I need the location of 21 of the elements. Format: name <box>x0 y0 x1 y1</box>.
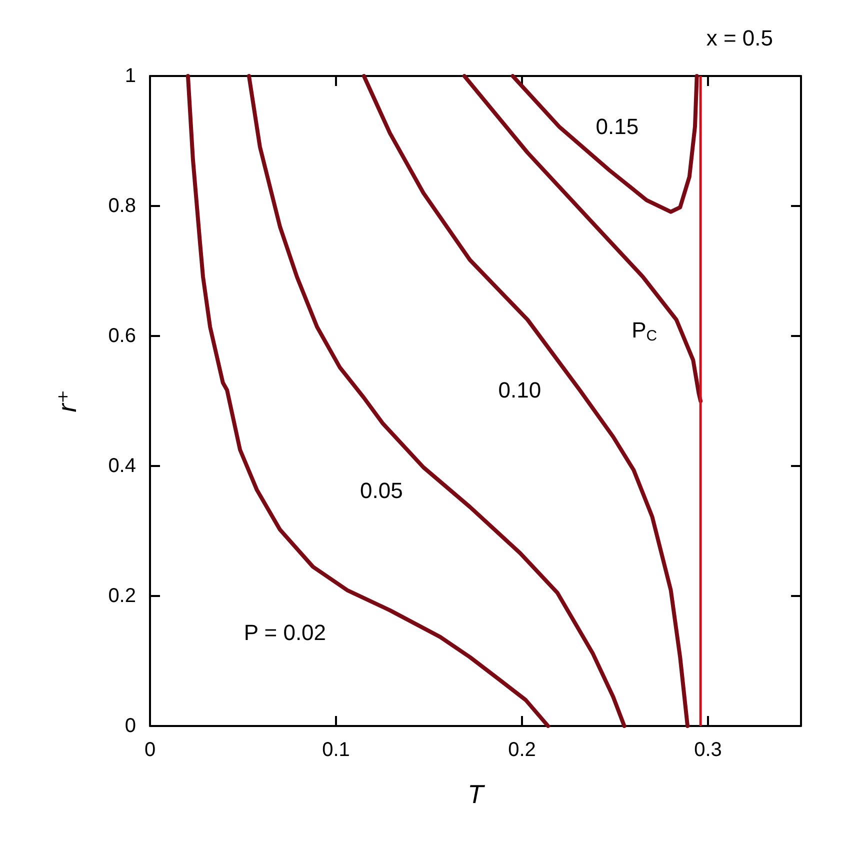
y-tick-label: 0 <box>124 715 136 737</box>
series-label: P = 0.02 <box>244 620 326 645</box>
chart-title: x = 0.5 <box>706 26 773 50</box>
x-tick-label: 0.2 <box>508 739 536 761</box>
y-tick-label: 1 <box>124 65 136 87</box>
series-label: 0.10 <box>498 377 542 402</box>
y-tick-label: 0.4 <box>108 455 136 477</box>
x-tick-label: 0.3 <box>694 739 722 761</box>
line-series <box>462 74 703 403</box>
series-label: 0.15 <box>596 114 639 140</box>
x-tick-label: 0.1 <box>322 739 350 761</box>
line-series <box>362 74 690 728</box>
y-tick-label: 0.6 <box>108 325 136 347</box>
x-axis-title: T <box>468 779 486 809</box>
x-tick-label: 0 <box>144 739 156 761</box>
series-label: 0.05 <box>360 478 403 503</box>
y-tick-label: 0.2 <box>108 585 136 607</box>
y-axis-title: r⁺ <box>52 390 82 412</box>
line-series <box>186 74 550 728</box>
line-series <box>510 74 699 214</box>
y-tick-label: 0.8 <box>108 195 136 217</box>
